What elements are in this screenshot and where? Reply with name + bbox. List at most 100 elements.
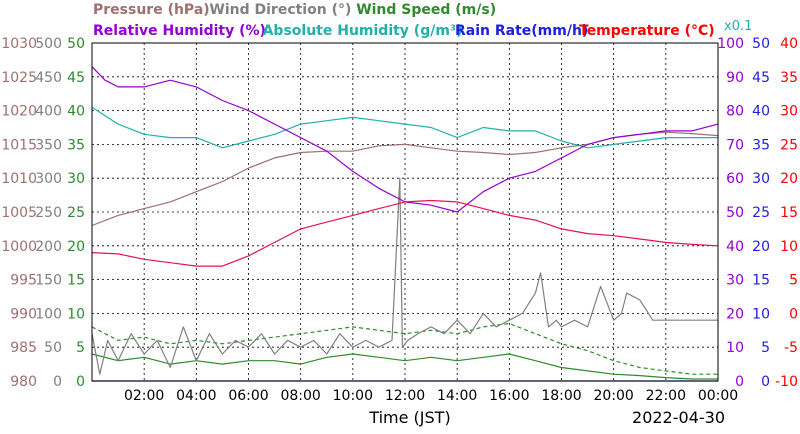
x-tick-label: 22:00 bbox=[646, 388, 686, 404]
humidity-tick-label: 40 bbox=[726, 239, 744, 255]
wind_direction-tick-label: 250 bbox=[35, 205, 62, 221]
wind_speed-tick-label: 5 bbox=[76, 340, 85, 356]
legend-item: Relative Humidity (%) bbox=[93, 23, 266, 39]
temperature-tick-label: -10 bbox=[775, 374, 798, 390]
rain-scale-note: x0.1 bbox=[724, 19, 752, 34]
legend-item: Temperature (°C) bbox=[579, 23, 715, 39]
legend-item: Wind Direction (°) bbox=[209, 2, 351, 18]
wind_speed-tick-label: 35 bbox=[67, 137, 85, 153]
humidity-tick-label: 10 bbox=[726, 340, 744, 356]
wind_direction-tick-label: 150 bbox=[35, 273, 62, 289]
y-axes: 9809859909951000100510101015102010251030… bbox=[1, 36, 798, 390]
x-tick-label: 00:00 bbox=[698, 388, 738, 404]
temperature-tick-label: 15 bbox=[780, 205, 798, 221]
temperature-tick-label: 35 bbox=[780, 70, 798, 86]
pressure-tick-label: 995 bbox=[10, 273, 37, 289]
x-tick-label: 08:00 bbox=[280, 388, 320, 404]
legend-item: Rain Rate(mm/h) bbox=[455, 23, 588, 39]
wind_speed-tick-label: 25 bbox=[67, 205, 85, 221]
pressure-tick-label: 985 bbox=[10, 340, 37, 356]
series-wind-speed-m-s-line bbox=[91, 353, 718, 380]
wind_direction-tick-label: 500 bbox=[35, 36, 62, 52]
temperature-tick-label: 5 bbox=[789, 273, 798, 289]
humidity-tick-label: 90 bbox=[726, 70, 744, 86]
pressure-tick-label: 980 bbox=[10, 374, 37, 390]
legend-item: Absolute Humidity (g/m³) bbox=[263, 23, 463, 39]
series-relative-humidity-line bbox=[91, 66, 719, 213]
pressure-tick-label: 990 bbox=[10, 306, 37, 322]
rain-tick-label: 0 bbox=[761, 374, 770, 390]
pressure-tick-label: 1010 bbox=[1, 171, 37, 187]
rain-tick-label: 45 bbox=[752, 70, 770, 86]
chart-frame bbox=[91, 42, 719, 382]
x-tick-label: 02:00 bbox=[124, 388, 164, 404]
humidity-tick-label: 80 bbox=[726, 104, 744, 120]
plot-frame bbox=[91, 42, 719, 382]
wind_direction-tick-label: 400 bbox=[35, 104, 62, 120]
wind_direction-tick-label: 100 bbox=[35, 306, 62, 322]
chart-grid bbox=[92, 43, 718, 381]
x-tick-label: 16:00 bbox=[489, 388, 529, 404]
x-tick-label: 18:00 bbox=[541, 388, 581, 404]
pressure-tick-label: 1000 bbox=[1, 239, 37, 255]
rain-tick-label: 15 bbox=[752, 273, 770, 289]
x-axis-label: Time (JST) bbox=[368, 408, 450, 427]
rain-tick-label: 20 bbox=[752, 239, 770, 255]
rain-tick-label: 35 bbox=[752, 137, 770, 153]
rain-tick-label: 50 bbox=[752, 36, 770, 52]
temperature-tick-label: 20 bbox=[780, 171, 798, 187]
rain-tick-label: 40 bbox=[752, 104, 770, 120]
rain-tick-label: 5 bbox=[761, 340, 770, 356]
series-absolute-humidity-g-m-line bbox=[91, 106, 718, 149]
wind_speed-tick-label: 20 bbox=[67, 239, 85, 255]
x-tick-label: 14:00 bbox=[437, 388, 477, 404]
x-tick-label: 20:00 bbox=[593, 388, 633, 404]
wind_direction-tick-label: 200 bbox=[35, 239, 62, 255]
pressure-tick-label: 1005 bbox=[1, 205, 37, 221]
wind_direction-tick-label: 300 bbox=[35, 171, 62, 187]
wind_speed-tick-label: 30 bbox=[67, 171, 85, 187]
wind_speed-tick-label: 40 bbox=[67, 104, 85, 120]
x-tick-label: 06:00 bbox=[228, 388, 268, 404]
x-tick-label: 04:00 bbox=[176, 388, 216, 404]
humidity-tick-label: 0 bbox=[735, 374, 744, 390]
wind_speed-tick-label: 10 bbox=[67, 306, 85, 322]
temperature-tick-label: 30 bbox=[780, 104, 798, 120]
rain-tick-label: 25 bbox=[752, 205, 770, 221]
wind_direction-tick-label: 350 bbox=[35, 137, 62, 153]
legend-item: Wind Speed (m/s) bbox=[356, 2, 496, 18]
temperature-tick-label: 10 bbox=[780, 239, 798, 255]
pressure-tick-label: 1020 bbox=[1, 104, 37, 120]
wind_direction-tick-label: 50 bbox=[44, 340, 62, 356]
x-tick-label: 12:00 bbox=[385, 388, 425, 404]
wind_speed-tick-label: 0 bbox=[76, 374, 85, 390]
series-wind-speed-max-m-s-line bbox=[91, 322, 718, 375]
temperature-tick-label: 40 bbox=[780, 36, 798, 52]
x-tick-label: 10:00 bbox=[333, 388, 373, 404]
series-temperature-c-line bbox=[91, 199, 719, 267]
humidity-tick-label: 50 bbox=[726, 205, 744, 221]
wind_direction-tick-label: 0 bbox=[53, 374, 62, 390]
temperature-tick-label: 25 bbox=[780, 137, 798, 153]
chart-legend: Pressure (hPa) Wind Direction (°) Wind Spe… bbox=[93, 2, 715, 39]
pressure-tick-label: 1025 bbox=[1, 70, 37, 86]
x-axis: 02:00 04:00 06:00 08:00 10:00 12:00 14:00 16:00… bbox=[124, 388, 738, 404]
wind_speed-tick-label: 50 bbox=[67, 36, 85, 52]
rain-tick-label: 30 bbox=[752, 171, 770, 187]
humidity-tick-label: 30 bbox=[726, 273, 744, 289]
humidity-tick-label: 60 bbox=[726, 171, 744, 187]
pressure-tick-label: 1030 bbox=[1, 36, 37, 52]
humidity-tick-label: 100 bbox=[717, 36, 744, 52]
pressure-tick-label: 1015 bbox=[1, 137, 37, 153]
legend-item: Pressure (hPa) bbox=[93, 2, 210, 18]
date-label: 2022-04-30 bbox=[632, 408, 725, 427]
temperature-tick-label: -5 bbox=[784, 340, 798, 356]
wind_speed-tick-label: 45 bbox=[67, 70, 85, 86]
humidity-tick-label: 20 bbox=[726, 306, 744, 322]
rain-tick-label: 10 bbox=[752, 306, 770, 322]
series-wind-direction-line bbox=[91, 177, 718, 375]
temperature-tick-label: 0 bbox=[789, 306, 798, 322]
wind_direction-tick-label: 450 bbox=[35, 70, 62, 86]
humidity-tick-label: 70 bbox=[726, 137, 744, 153]
